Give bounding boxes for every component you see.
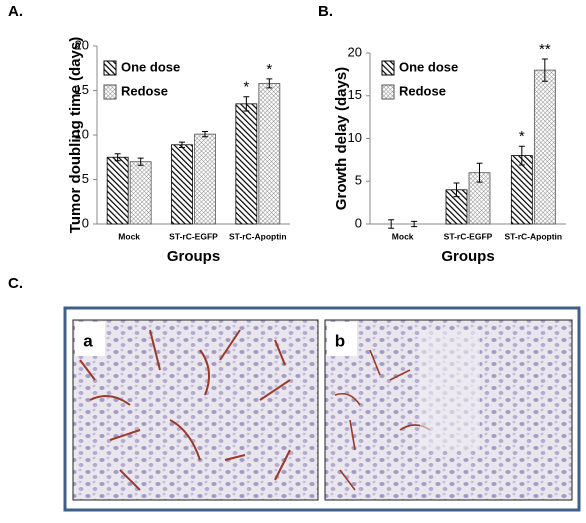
panel-label: A. [8,3,23,20]
y-tick-label: 0 [82,215,89,230]
error-bar [243,96,250,112]
bar [194,133,216,225]
significance-label: * [519,128,525,145]
y-tick-label: 15 [75,82,89,97]
error-bar [266,78,273,89]
error-bar [114,153,121,162]
y-axis-label: Tumor doubling time (days) [67,37,84,233]
x-axis-label: Groups [441,248,494,265]
legend-label: One dose [121,59,180,74]
panel-label: B. [318,3,333,20]
image-frame [63,306,581,512]
image-label-box [75,322,105,356]
error-bar [388,219,395,229]
x-tick-label: ST-rC-Apoptin [229,231,287,241]
bar [171,144,193,225]
legend-swatch [381,60,395,76]
micrograph [324,319,573,501]
error-bar [202,130,208,138]
x-tick-label: Mock [118,231,140,241]
x-tick-label: ST-rC-Apoptin [505,231,563,241]
error-bar [411,220,418,228]
panel-label: C. [8,275,23,292]
bar [106,156,129,225]
error-bar [541,58,548,82]
x-axis-label: Groups [167,248,220,265]
legend-label: Redose [121,83,168,98]
bar [258,82,281,225]
error-bar [518,145,525,166]
significance-label: * [266,61,272,78]
significance-label: * [243,79,249,96]
y-tick-label: 5 [82,171,89,186]
micrograph [72,319,319,501]
image-label-box [327,322,357,356]
error-bar [476,162,483,183]
bar [129,161,152,225]
legend-swatch [103,60,117,76]
legend-label: Redose [399,83,446,98]
image-label: a [83,331,93,350]
x-tick-label: Mock [392,231,414,241]
y-tick-label: 20 [348,44,362,59]
error-bar [453,182,460,198]
legend-swatch [381,84,395,100]
legend-label: One dose [399,59,458,74]
bar [510,155,533,225]
bar [533,69,556,225]
error-bar [137,157,144,166]
error-bar [179,141,185,148]
image-label: b [335,331,345,350]
y-tick-label: 10 [75,126,89,141]
significance-label: ** [539,41,551,58]
y-tick-label: 10 [348,130,362,145]
y-tick-label: 0 [355,215,362,230]
y-tick-label: 15 [348,87,362,102]
x-tick-label: ST-rC-EGFP [444,231,493,241]
y-axis-label: Growth delay (days) [333,67,350,210]
y-tick-label: 20 [75,37,89,52]
legend-swatch [103,84,117,100]
y-tick-label: 5 [355,173,362,188]
bar [235,103,258,225]
x-tick-label: ST-rC-EGFP [169,231,218,241]
